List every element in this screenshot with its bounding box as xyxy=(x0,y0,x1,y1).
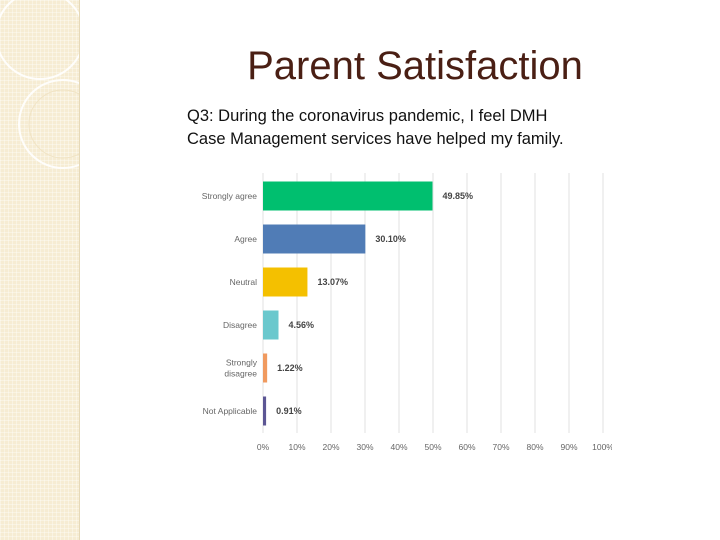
slide-subtitle: Q3: During the coronavirus pandemic, I f… xyxy=(187,105,657,151)
category-label: Not Applicable xyxy=(203,406,258,416)
category-label: Neutral xyxy=(230,277,258,287)
bar xyxy=(263,267,308,297)
subtitle-line-2: Case Management services have helped my … xyxy=(187,130,564,148)
x-axis-ticks: 0% 10% 20% 30% 40% 50% 60% 70% 80% 90% 100% xyxy=(257,442,612,452)
subtitle-line-1: Q3: During the coronavirus pandemic, I f… xyxy=(187,107,548,125)
x-tick-label: 30% xyxy=(356,442,373,452)
data-label: 0.91% xyxy=(276,406,302,416)
x-tick-label: 0% xyxy=(257,442,270,452)
bar xyxy=(263,310,279,340)
decor-circle-lower xyxy=(18,79,79,169)
x-tick-label: 90% xyxy=(560,442,577,452)
bar xyxy=(263,353,268,383)
category-label: Disagree xyxy=(223,320,257,330)
category-label: Strongly xyxy=(226,358,258,368)
x-tick-label: 40% xyxy=(390,442,407,452)
category-label: disagree xyxy=(224,369,257,379)
decor-circle-inner xyxy=(28,89,79,159)
decorative-sidebar xyxy=(0,0,80,540)
bars xyxy=(263,181,433,426)
slide-title: Parent Satisfaction xyxy=(247,44,583,88)
category-labels: Strongly agree Agree Neutral Disagree Strong… xyxy=(202,191,258,416)
category-label: Agree xyxy=(234,234,257,244)
decorative-circles xyxy=(0,0,79,169)
bar xyxy=(263,224,366,254)
data-label: 13.07% xyxy=(317,277,348,287)
x-tick-label: 20% xyxy=(322,442,339,452)
data-labels: 49.85% 30.10% 13.07% 4.56% 1.22% 0.91% xyxy=(276,191,473,416)
data-label: 1.22% xyxy=(277,363,303,373)
bar xyxy=(263,396,267,426)
x-tick-label: 60% xyxy=(458,442,475,452)
data-label: 30.10% xyxy=(375,234,406,244)
x-tick-label: 70% xyxy=(492,442,509,452)
decor-circle-large xyxy=(0,0,79,80)
data-label: 4.56% xyxy=(289,320,315,330)
x-tick-label: 50% xyxy=(424,442,441,452)
horizontal-bar-chart: 49.85% 30.10% 13.07% 4.56% 1.22% 0.91% Strong… xyxy=(202,173,612,452)
grid-lines xyxy=(262,173,604,433)
data-label: 49.85% xyxy=(442,191,473,201)
category-label: Strongly agree xyxy=(202,191,258,201)
bar xyxy=(263,181,433,211)
x-tick-label: 100% xyxy=(592,442,612,452)
x-tick-label: 80% xyxy=(526,442,543,452)
x-tick-label: 10% xyxy=(288,442,305,452)
